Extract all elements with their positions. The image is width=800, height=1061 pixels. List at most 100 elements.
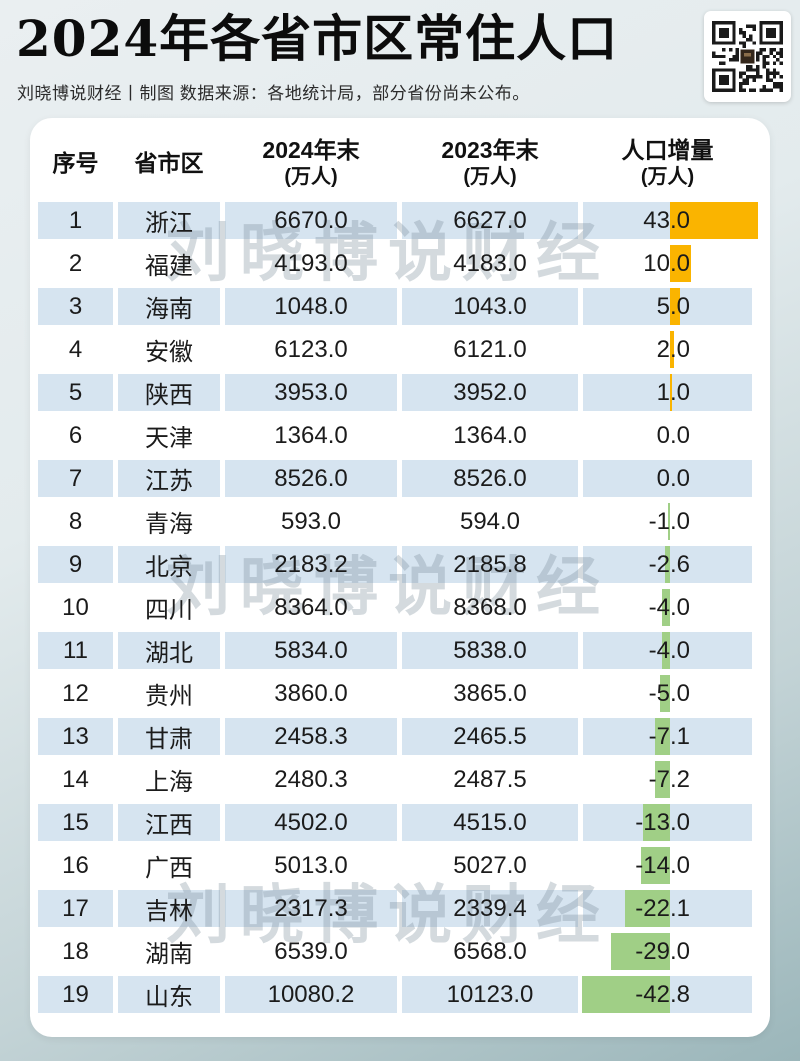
- positive-change-bar: [670, 202, 758, 239]
- rank-cell-value: 3: [68, 292, 83, 320]
- pop2024-cell-value: 4193.0: [274, 249, 348, 277]
- pop2023-cell-value: 3865.0: [453, 679, 527, 707]
- positive-change-bar: [670, 288, 680, 325]
- pop2024-cell: 6539.0: [225, 933, 397, 970]
- pop2023-cell: 8368.0: [402, 589, 578, 626]
- pop2023-cell: 2487.5: [402, 761, 578, 798]
- negative-change-bar: [668, 503, 670, 540]
- rank-cell: 17: [38, 890, 113, 927]
- rank-cell-value: 7: [68, 464, 83, 492]
- change-cell: -4.0: [583, 632, 752, 669]
- province-cell: 北京: [118, 546, 220, 583]
- province-cell: 陕西: [118, 374, 220, 411]
- rank-cell: 10: [38, 589, 113, 626]
- negative-change-bar: [662, 589, 670, 626]
- rank-cell-value: 16: [62, 851, 89, 879]
- pop2023-cell-value: 1364.0: [453, 421, 527, 449]
- pop2024-cell-value: 2480.3: [274, 765, 348, 793]
- province-cell-value: 四川: [145, 597, 193, 624]
- rank-cell: 5: [38, 374, 113, 411]
- change-cell: 10.0: [583, 245, 752, 282]
- pop2024-cell: 5834.0: [225, 632, 397, 669]
- pop2024-cell-value: 3953.0: [274, 378, 348, 406]
- pop2024-cell: 10080.2: [225, 976, 397, 1013]
- province-cell-value: 福建: [145, 253, 193, 280]
- positive-change-bar: [670, 331, 674, 368]
- change-cell: -13.0: [583, 804, 752, 841]
- negative-change-bar: [655, 761, 670, 798]
- rank-cell-value: 18: [62, 937, 89, 965]
- positive-change-bar: [670, 245, 691, 282]
- change-cell: 1.0: [583, 374, 752, 411]
- pop2023-cell: 1043.0: [402, 288, 578, 325]
- change-cell: 0.0: [583, 460, 752, 497]
- pop2023-cell: 2465.5: [402, 718, 578, 755]
- rank-cell-value: 9: [68, 550, 83, 578]
- pop2023-cell-value: 5027.0: [453, 851, 527, 879]
- rank-cell-value: 1: [68, 206, 83, 234]
- province-cell: 浙江: [118, 202, 220, 239]
- province-cell-value: 江苏: [145, 468, 193, 495]
- change-cell: -7.1: [583, 718, 752, 755]
- negative-change-bar: [660, 675, 670, 712]
- pop2023-cell: 5027.0: [402, 847, 578, 884]
- pop2023-cell: 3865.0: [402, 675, 578, 712]
- province-cell-value: 青海: [145, 511, 193, 538]
- rank-cell: 3: [38, 288, 113, 325]
- rank-cell: 8: [38, 503, 113, 540]
- column-header: 2023年末 (万人): [402, 130, 578, 196]
- pop2023-cell-value: 8526.0: [453, 464, 527, 492]
- negative-change-bar: [582, 976, 670, 1013]
- change-cell-value: -29.0: [635, 937, 690, 965]
- province-cell: 贵州: [118, 675, 220, 712]
- column-header: 2024年末 (万人): [225, 130, 397, 196]
- rank-cell-value: 10: [62, 593, 89, 621]
- pop2023-cell: 4183.0: [402, 245, 578, 282]
- pop2024-cell: 2183.2: [225, 546, 397, 583]
- pop2023-cell: 5838.0: [402, 632, 578, 669]
- pop2024-cell: 6123.0: [225, 331, 397, 368]
- pop2023-cell-value: 1043.0: [453, 292, 527, 320]
- change-cell: 43.0: [583, 202, 758, 239]
- change-cell: -2.6: [583, 546, 752, 583]
- pop2024-cell-value: 1048.0: [274, 292, 348, 320]
- change-cell-value: -13.0: [635, 808, 690, 836]
- negative-change-bar: [611, 933, 670, 970]
- change-cell-value: 10.0: [643, 249, 690, 277]
- rank-cell: 19: [38, 976, 113, 1013]
- column-header-unit: (万人): [463, 165, 517, 188]
- province-cell-value: 湖南: [145, 941, 193, 968]
- rank-cell-value: 19: [62, 980, 89, 1008]
- negative-change-bar: [641, 847, 670, 884]
- province-cell-value: 广西: [145, 855, 193, 882]
- change-cell: -22.1: [583, 890, 752, 927]
- rank-cell: 18: [38, 933, 113, 970]
- change-cell-value: -7.2: [648, 765, 690, 793]
- negative-change-bar: [643, 804, 670, 841]
- pop2023-cell-value: 6627.0: [453, 206, 527, 234]
- pop2023-cell: 8526.0: [402, 460, 578, 497]
- pop2023-cell: 10123.0: [402, 976, 578, 1013]
- province-cell: 安徽: [118, 331, 220, 368]
- column-header-unit: (万人): [640, 165, 695, 188]
- page-title: 2024年各省市区常住人口: [16, 9, 619, 68]
- province-cell: 上海: [118, 761, 220, 798]
- province-cell: 湖北: [118, 632, 220, 669]
- change-cell-value: 1.0: [656, 378, 690, 406]
- change-cell: -29.0: [583, 933, 752, 970]
- change-cell-value: 0.0: [656, 421, 690, 449]
- change-cell-value: -4.0: [648, 636, 690, 664]
- pop2024-cell-value: 1364.0: [274, 421, 348, 449]
- rank-cell: 11: [38, 632, 113, 669]
- change-cell-value: 0.0: [656, 464, 690, 492]
- column-header-label: 序号: [52, 149, 99, 176]
- change-cell-value: -14.0: [635, 851, 690, 879]
- pop2023-cell-value: 2465.5: [453, 722, 527, 750]
- pop2023-cell: 1364.0: [402, 417, 578, 454]
- province-cell: 海南: [118, 288, 220, 325]
- province-cell-value: 安徽: [145, 339, 193, 366]
- pop2023-cell-value: 2339.4: [453, 894, 527, 922]
- pop2024-cell: 1048.0: [225, 288, 397, 325]
- rank-cell: 7: [38, 460, 113, 497]
- rank-cell-value: 8: [68, 507, 83, 535]
